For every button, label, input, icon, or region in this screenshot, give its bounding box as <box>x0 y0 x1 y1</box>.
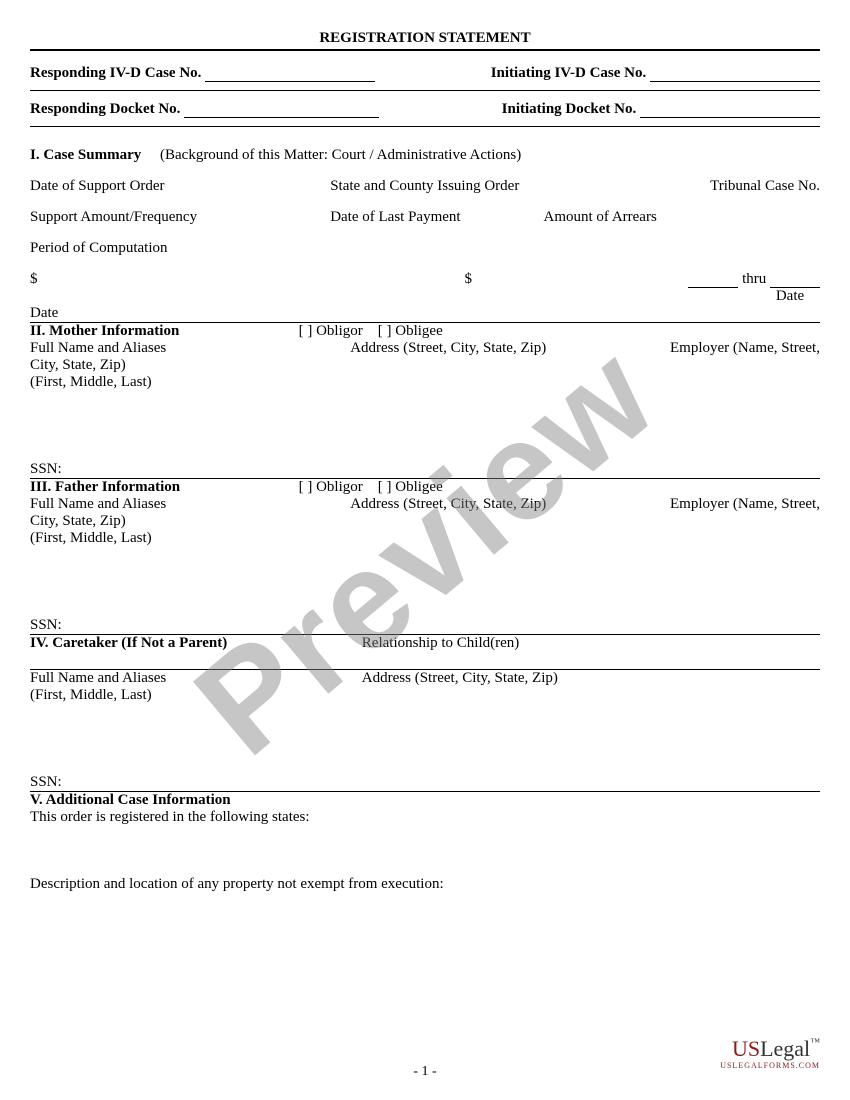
father-fml: (First, Middle, Last) <box>30 530 820 547</box>
section-1-row-1: Date of Support Order State and County I… <box>30 178 820 195</box>
state-county-label: State and County Issuing Order <box>330 178 599 195</box>
responding-case-blank[interactable] <box>205 68 375 82</box>
logo-legal-text: Legal <box>760 1036 810 1061</box>
section-2-checkboxes: [ ] Obligor [ ] Obligee <box>299 323 443 340</box>
section-3-labels-row: Full Name and Aliases Address (Street, C… <box>30 496 820 513</box>
thru-label: thru <box>742 271 766 287</box>
caretaker-address-label: Address (Street, City, State, Zip) <box>362 670 558 687</box>
page-number: - 1 - <box>30 1064 820 1080</box>
mother-input-space[interactable] <box>30 391 820 461</box>
section-3-head-row: III. Father Information [ ] Obligor [ ] … <box>30 479 820 496</box>
obligor-checkbox-father[interactable]: [ ] Obligor <box>299 479 363 495</box>
father-ssn-label: SSN: <box>30 617 820 634</box>
section-3-heading: III. Father Information <box>30 479 299 496</box>
section-4: IV. Caretaker (If Not a Parent) Relation… <box>30 635 820 791</box>
property-description-label: Description and location of any property… <box>30 876 820 893</box>
logo-tm: ™ <box>810 1037 820 1048</box>
initiating-docket-label: Initiating Docket No. <box>502 101 637 117</box>
period-computation-label: Period of Computation <box>30 240 820 257</box>
mother-city-state-zip: City, State, Zip) <box>30 357 820 374</box>
caretaker-input-space[interactable] <box>30 704 820 774</box>
section-4-heading: IV. Caretaker (If Not a Parent) <box>30 635 362 652</box>
docket-no-row: Responding Docket No. Initiating Docket … <box>30 101 820 118</box>
footer: - 1 - USLegal™ USLEGALFORMS.COM <box>30 1064 820 1080</box>
father-employer-label: Employer (Name, Street, <box>599 496 820 513</box>
rule-2 <box>30 126 820 127</box>
mother-ssn-label: SSN: <box>30 461 820 478</box>
section-1-money-row: $ $ thru <box>30 271 820 288</box>
father-city-state-zip: City, State, Zip) <box>30 513 820 530</box>
section-5: V. Additional Case Information This orde… <box>30 792 820 893</box>
obligee-checkbox-father[interactable]: [ ] Obligee <box>378 479 443 495</box>
amount-arrears-label: Amount of Arrears <box>543 209 656 226</box>
section-2-labels-row: Full Name and Aliases Address (Street, C… <box>30 340 820 357</box>
section-3: III. Father Information [ ] Obligor [ ] … <box>30 479 820 634</box>
section-2: II. Mother Information [ ] Obligor [ ] O… <box>30 323 820 478</box>
obligor-checkbox-mother[interactable]: [ ] Obligor <box>299 323 363 339</box>
section-5-heading: V. Additional Case Information <box>30 792 231 808</box>
states-input-space[interactable] <box>30 826 820 876</box>
caretaker-blank-line[interactable] <box>30 652 820 670</box>
tribunal-case-label: Tribunal Case No. <box>599 178 820 195</box>
caretaker-full-name-label: Full Name and Aliases <box>30 670 362 687</box>
mother-fml: (First, Middle, Last) <box>30 374 820 391</box>
responding-docket-label: Responding Docket No. <box>30 101 180 117</box>
registered-states-label: This order is registered in the followin… <box>30 809 820 826</box>
section-1: I. Case Summary (Background of this Matt… <box>30 147 820 164</box>
logo-us-text: US <box>732 1036 760 1061</box>
title-rule <box>30 49 820 51</box>
period-start-blank[interactable] <box>688 274 738 288</box>
uslegal-logo: USLegal™ USLEGALFORMS.COM <box>720 1038 820 1070</box>
obligee-checkbox-mother[interactable]: [ ] Obligee <box>378 323 443 339</box>
section-4-head-row: IV. Caretaker (If Not a Parent) Relation… <box>30 635 820 652</box>
mother-address-label: Address (Street, City, State, Zip) <box>330 340 599 357</box>
father-input-space[interactable] <box>30 547 820 617</box>
rule-1 <box>30 90 820 91</box>
initiating-case-field: Initiating IV-D Case No. <box>491 65 820 82</box>
case-no-row: Responding IV-D Case No. Initiating IV-D… <box>30 65 820 82</box>
section-2-head-row: II. Mother Information [ ] Obligor [ ] O… <box>30 323 820 340</box>
section-4-labels-row: Full Name and Aliases Address (Street, C… <box>30 670 820 687</box>
caretaker-ssn-label: SSN: <box>30 774 820 791</box>
section-1-row-2: Support Amount/Frequency Date of Last Pa… <box>30 209 820 226</box>
initiating-docket-blank[interactable] <box>640 104 820 118</box>
date-support-order-label: Date of Support Order <box>30 178 330 195</box>
section-1-subheading: (Background of this Matter: Court / Admi… <box>145 147 521 163</box>
father-full-name-label: Full Name and Aliases <box>30 496 330 513</box>
mother-full-name-label: Full Name and Aliases <box>30 340 330 357</box>
caretaker-fml: (First, Middle, Last) <box>30 687 820 704</box>
responding-docket-field: Responding Docket No. <box>30 101 379 118</box>
date-last-payment-label: Date of Last Payment <box>330 209 543 226</box>
initiating-docket-field: Initiating Docket No. <box>502 101 820 118</box>
thru-block: thru <box>623 271 821 288</box>
section-1-heading: I. Case Summary <box>30 147 141 163</box>
dollar-1: $ <box>30 271 465 288</box>
date-label-under: Date <box>760 288 820 305</box>
date-labels-row: Date <box>30 288 820 305</box>
mother-employer-label: Employer (Name, Street, <box>599 340 820 357</box>
logo-subtext: USLEGALFORMS.COM <box>720 1062 820 1070</box>
responding-case-label: Responding IV-D Case No. <box>30 65 201 81</box>
date-bottom-label: Date <box>30 305 820 322</box>
period-end-blank[interactable] <box>770 274 820 288</box>
responding-docket-blank[interactable] <box>184 104 379 118</box>
dollar-2: $ <box>465 271 623 288</box>
responding-case-field: Responding IV-D Case No. <box>30 65 375 82</box>
relationship-label: Relationship to Child(ren) <box>362 635 519 652</box>
section-2-heading: II. Mother Information <box>30 323 299 340</box>
initiating-case-label: Initiating IV-D Case No. <box>491 65 647 81</box>
section-3-checkboxes: [ ] Obligor [ ] Obligee <box>299 479 443 496</box>
support-amount-label: Support Amount/Frequency <box>30 209 330 226</box>
page-title: REGISTRATION STATEMENT <box>30 30 820 49</box>
father-address-label: Address (Street, City, State, Zip) <box>330 496 599 513</box>
initiating-case-blank[interactable] <box>650 68 820 82</box>
